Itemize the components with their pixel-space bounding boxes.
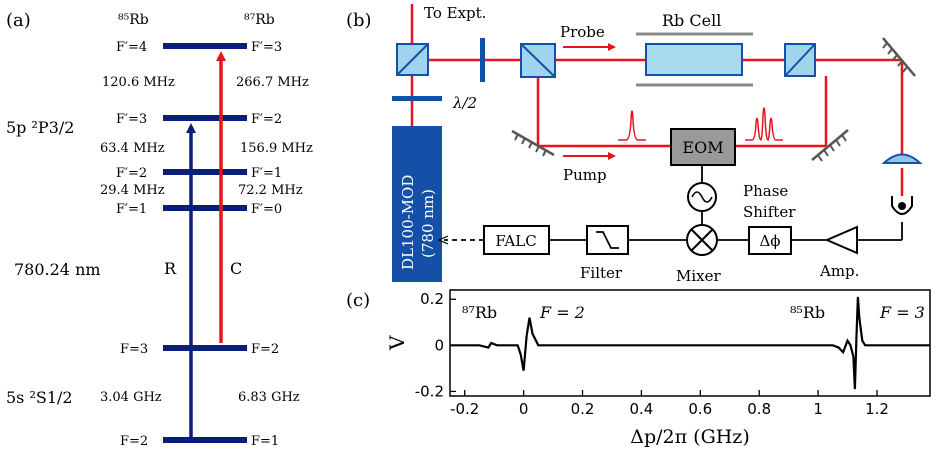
amp-label: Amp. xyxy=(819,262,859,280)
photodetector-dot xyxy=(898,202,906,210)
wavelength-label: 780.24 nm xyxy=(14,260,101,279)
mirror-bottom-right xyxy=(811,129,849,162)
laser-label-line1: DL100-MOD xyxy=(399,175,417,270)
eom-box xyxy=(670,128,736,166)
annotation-rb87-f: F = 2 xyxy=(539,303,585,322)
phase-shifter-box xyxy=(748,226,792,255)
x-tick-label: 1.2 xyxy=(865,400,889,418)
level-label-rb85-f1: F′=1 xyxy=(116,202,147,217)
splitting-rb87-32: 266.7 MHz xyxy=(236,75,309,90)
annotation-rb87: ⁸⁷Rb xyxy=(462,303,497,322)
filter-icon xyxy=(596,231,619,249)
splitting-rb85-43: 120.6 MHz xyxy=(102,75,175,90)
level-label-rb85-g3: F=3 xyxy=(120,342,148,357)
level-label-rb87-f3: F′=3 xyxy=(251,40,282,55)
panel-c-label: (c) xyxy=(346,290,370,311)
level-5p-third xyxy=(163,169,247,175)
pbs-cube-middle xyxy=(520,43,556,78)
splitting-rb85-21: 29.4 MHz xyxy=(100,183,165,198)
filter-label: Filter xyxy=(580,264,623,282)
peak-triple xyxy=(745,107,783,141)
splitting-rb85-ground: 3.04 GHz xyxy=(100,390,162,405)
x-axis-label: Δp/2π (GHz) xyxy=(630,426,749,448)
annotation-rb85: ⁸⁵Rb xyxy=(790,303,825,322)
pump-label: Pump xyxy=(563,166,607,184)
eom-label: EOM xyxy=(682,138,723,157)
y-tick-label: 0.2 xyxy=(420,290,444,308)
level-label-rb85-g2: F=2 xyxy=(120,434,148,449)
rb85-header: ⁸⁵Rb xyxy=(118,12,149,28)
panel-a-label: (a) xyxy=(6,10,31,31)
falc-box xyxy=(483,225,550,255)
y-tick-label: -0.2 xyxy=(415,382,444,400)
laser-label-line2: (780 nm) xyxy=(419,189,437,258)
x-tick-label: 0.2 xyxy=(571,400,595,418)
level-5s-upper xyxy=(163,345,247,351)
to-expt-label: To Expt. xyxy=(424,4,486,22)
panel-b: (b) xyxy=(346,4,923,285)
level-label-rb87-g2: F=2 xyxy=(251,342,279,357)
electronics-wiring xyxy=(444,165,903,240)
x-tick-label: 0 xyxy=(519,400,529,418)
state-5p-label: 5p ²P3/2 xyxy=(6,118,74,137)
splitting-rb87-10: 72.2 MHz xyxy=(238,183,303,198)
level-label-rb87-g1: F=1 xyxy=(251,434,279,449)
pbs-cube-left xyxy=(396,43,429,76)
mixer-label: Mixer xyxy=(676,267,721,285)
peak-single xyxy=(618,110,646,141)
phase-shifter-label-line2: Shifter xyxy=(743,203,796,221)
level-5p-top xyxy=(163,43,247,49)
half-wave-label: λ/2 xyxy=(452,94,477,112)
probe-label: Probe xyxy=(560,23,605,41)
mixer-icon xyxy=(686,224,718,256)
arrow-r-label: R xyxy=(164,259,177,278)
level-label-rb85-f4: F′=4 xyxy=(116,40,147,55)
y-ticks: -0.2 0 0.2 xyxy=(415,290,456,400)
lens xyxy=(881,153,923,164)
splitting-rb87-21: 156.9 MHz xyxy=(240,141,313,156)
panel-b-label: (b) xyxy=(346,10,372,31)
x-tick-label: 0.8 xyxy=(747,400,771,418)
x-tick-label: 1 xyxy=(813,400,823,418)
splitting-rb87-ground: 6.83 GHz xyxy=(238,390,300,405)
mirror-bottom-left xyxy=(511,129,555,157)
level-5s-lower xyxy=(163,437,247,443)
y-tick-label: 0 xyxy=(434,336,444,354)
rb-cell xyxy=(636,32,753,87)
laser-box xyxy=(392,126,442,282)
state-5s-label: 5s ²S1/2 xyxy=(6,388,73,407)
x-tick-label: 0.6 xyxy=(688,400,712,418)
phase-shifter-label-line1: Phase xyxy=(743,182,788,200)
sine-wave-icon xyxy=(691,191,713,203)
rb87-header: ⁸⁷Rb xyxy=(244,12,275,28)
signal-trace xyxy=(450,296,930,390)
rb-cell-label: Rb Cell xyxy=(662,11,721,30)
annotation-rb85-f: F = 3 xyxy=(879,303,925,322)
level-label-rb85-f3: F′=3 xyxy=(116,112,147,127)
x-ticks: -0.2 0 0.2 0.4 0.6 0.8 1 1.2 xyxy=(450,390,889,418)
level-label-rb87-f2: F′=2 xyxy=(251,112,282,127)
panel-a: (a) ⁸⁵Rb ⁸⁷Rb F′=4 F′=3 F′=3 F′=2 F′=2 F… xyxy=(6,10,313,449)
level-label-rb87-f1: F′=1 xyxy=(251,166,282,181)
photodetector xyxy=(891,196,913,215)
level-label-rb85-f2: F′=2 xyxy=(116,166,147,181)
level-5p-fourth xyxy=(163,205,247,211)
mirror-top-right xyxy=(882,37,916,77)
arrow-c-label: C xyxy=(230,259,242,278)
delta-phi-label: Δϕ xyxy=(759,232,780,250)
plot-frame xyxy=(449,289,931,397)
half-waveplate xyxy=(392,96,442,101)
x-tick-label: 0.4 xyxy=(629,400,653,418)
level-5p-second xyxy=(163,115,247,121)
waveplate-vertical xyxy=(480,38,485,82)
level-label-rb87-f0: F′=0 xyxy=(251,202,282,217)
falc-label: FALC xyxy=(495,232,536,250)
amplifier-icon xyxy=(824,225,858,255)
pbs-cube-right xyxy=(784,43,816,77)
x-tick-label: -0.2 xyxy=(450,400,479,418)
splitting-rb85-32: 63.4 MHz xyxy=(100,141,165,156)
panel-c: (c) V Δp/2π (GHz) -0.2 0 0.2 0.4 0.6 0.8 1 1.2 … xyxy=(346,289,931,448)
y-axis-label: V xyxy=(385,335,409,351)
